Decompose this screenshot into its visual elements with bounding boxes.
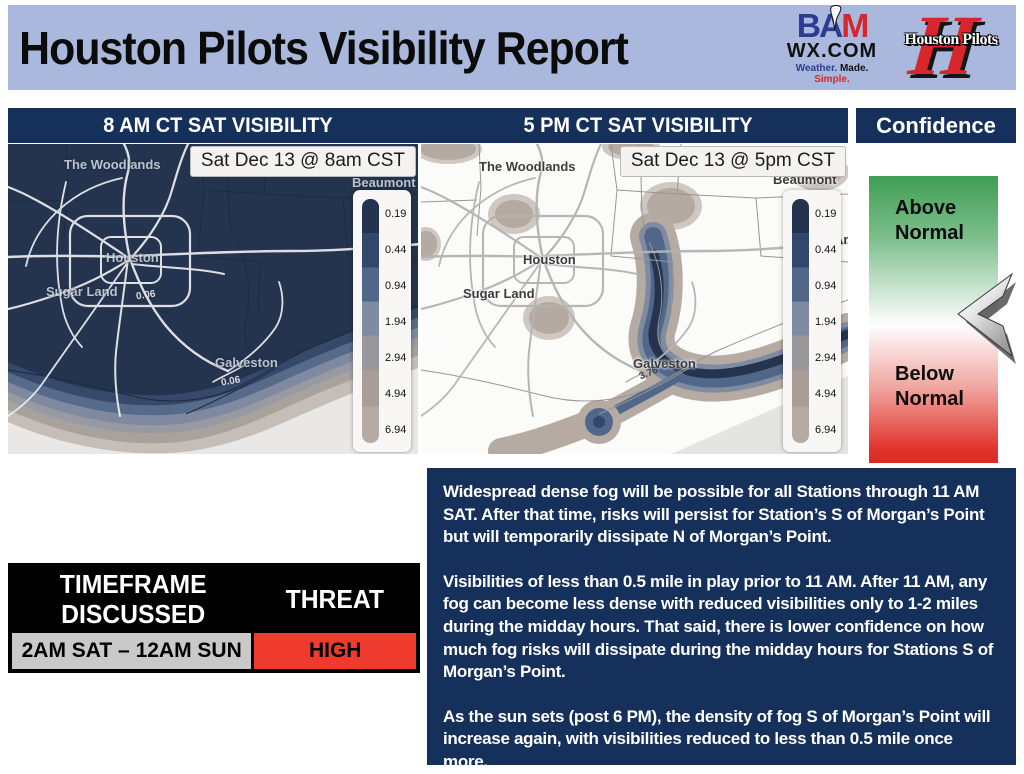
- city-label-houston: Houston: [523, 252, 576, 267]
- threat-table-header: TIMEFRAME DISCUSSED THREAT: [12, 567, 416, 633]
- city-label-galveston: Galveston: [633, 356, 696, 371]
- forecast-discussion: Widespread dense fog will be possible fo…: [427, 468, 1016, 771]
- city-label-sugar-land: Sugar Land: [46, 284, 118, 299]
- threat-column-header: THREAT: [286, 584, 385, 615]
- bam-m-letter: M: [841, 7, 869, 45]
- legend-tick: 0.19: [385, 208, 407, 220]
- tagline-made: Made.: [839, 62, 869, 74]
- city-label-woodlands: The Woodlands: [64, 157, 161, 172]
- fog-map-graphic-8am: [8, 144, 418, 454]
- city-label-sugar-land: Sugar Land: [463, 286, 535, 301]
- legend-tick: 0.94: [815, 280, 837, 292]
- threat-table-row: 2AM SAT – 12AM SUN HIGH: [12, 633, 416, 669]
- confidence-arrow-icon: [957, 272, 1016, 364]
- timeframe-value: 2AM SAT – 12AM SUN: [12, 633, 255, 669]
- city-label-beaumont: Beaumont: [352, 175, 416, 190]
- legend-tick: 0.44: [815, 244, 837, 256]
- legend-tick: 0.44: [385, 244, 407, 256]
- timestamp-badge-8am: Sat Dec 13 @ 8am CST: [189, 146, 416, 177]
- logo-zone: BAM WX.COM Weather. Made. Simple. H Hous…: [782, 0, 1010, 93]
- right-map-title: 5 PM CT SAT VISIBILITY: [523, 113, 753, 137]
- confidence-header: Confidence: [856, 108, 1016, 143]
- left-map-title: 8 AM CT SAT VISIBILITY: [103, 113, 333, 137]
- houston-pilots-logo: H Houston Pilots: [892, 0, 1010, 93]
- confidence-above-label: Above Normal: [895, 197, 964, 244]
- legend-tick: 2.94: [385, 352, 407, 364]
- discussion-paragraph-2: Visibilities of less than 0.5 mile in pl…: [443, 571, 994, 682]
- report-header: Houston Pilots Visibility Report BAM WX.…: [8, 0, 1016, 93]
- wxcom-text: WX.COM: [786, 39, 878, 62]
- discussion-paragraph-1: Widespread dense fog will be possible fo…: [443, 482, 985, 547]
- legend-tick: 6.94: [815, 424, 837, 436]
- page-title: Houston Pilots Visibility Report: [19, 21, 629, 74]
- legend-tick: 0.19: [815, 208, 837, 220]
- legend-tick: 1.94: [385, 316, 407, 328]
- tagline-weather: Weather.: [795, 62, 838, 74]
- visibility-legend-8am: 0.19 0.44 0.94 1.94 2.94 4.94 6.94: [353, 190, 411, 452]
- legend-tick: 4.94: [385, 388, 407, 400]
- visibility-map-8am: The Woodlands Houston Sugar Land Galvest…: [8, 144, 418, 454]
- city-label-woodlands: The Woodlands: [479, 159, 576, 174]
- legend-colorbar: [362, 199, 379, 443]
- legend-tick: 2.94: [815, 352, 837, 364]
- bamwx-logo: BAM WX.COM Weather. Made. Simple.: [782, 5, 882, 85]
- visibility-legend-5pm: 0.19 0.44 0.94 1.94 2.94 4.94 6.94: [783, 190, 841, 452]
- fog-map-graphic-5pm: [421, 144, 848, 454]
- legend-tick: 1.94: [815, 316, 837, 328]
- map-titlebar: 8 AM CT SAT VISIBILITY 5 PM CT SAT VISIB…: [8, 108, 848, 143]
- tagline-simple: Simple.: [814, 73, 850, 85]
- city-label-houston: Houston: [106, 250, 159, 265]
- threat-level-badge: HIGH: [254, 633, 416, 669]
- discussion-paragraph-3: As the sun sets (post 6 PM), the density…: [443, 706, 991, 772]
- pilots-label: Houston Pilots: [904, 31, 998, 48]
- confidence-below-label: Below Normal: [895, 363, 964, 410]
- city-label-galveston: Galveston: [215, 355, 278, 370]
- legend-tick: 6.94: [385, 424, 407, 436]
- legend-tick: 4.94: [815, 388, 837, 400]
- legend-colorbar: [792, 199, 809, 443]
- timestamp-badge-5pm: Sat Dec 13 @ 5pm CST: [619, 146, 846, 177]
- threat-table: TIMEFRAME DISCUSSED THREAT 2AM SAT – 12A…: [8, 563, 420, 673]
- bam-tagline: Weather. Made. Simple.: [782, 63, 882, 85]
- tornado-icon: [830, 5, 842, 31]
- timeframe-column-header: TIMEFRAME DISCUSSED: [59, 569, 207, 629]
- legend-tick: 0.94: [385, 280, 407, 292]
- visibility-map-5pm: The Woodlands Houston Sugar Land Galvest…: [421, 144, 848, 454]
